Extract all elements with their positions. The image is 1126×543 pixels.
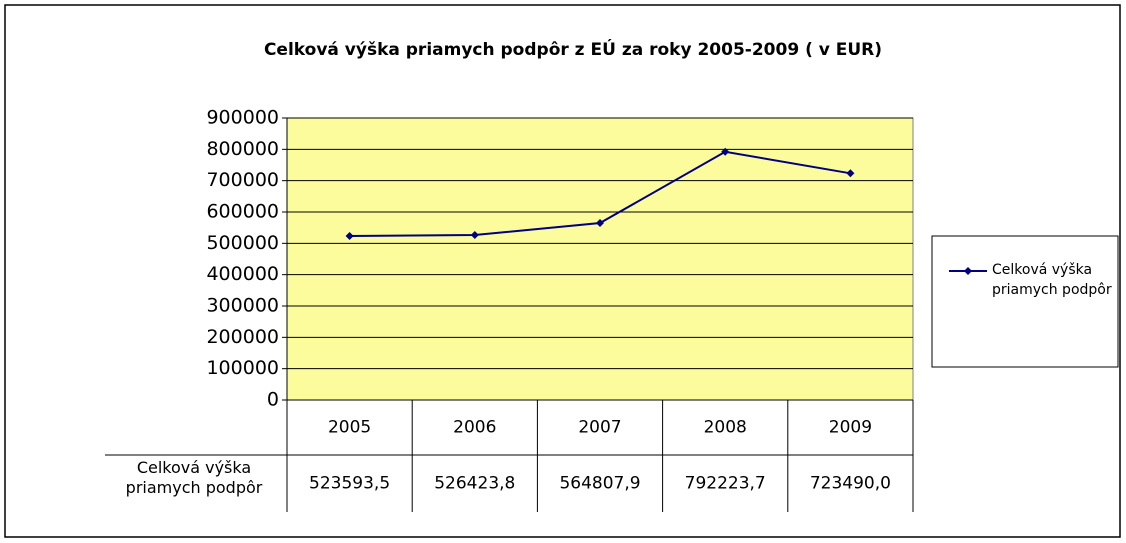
y-tick-label: 400000 — [206, 263, 279, 285]
table-row-label-box: Celková výška priamych podpôr — [125, 458, 263, 497]
data-point — [846, 169, 855, 178]
data-point — [721, 147, 730, 156]
data-label: 792223,7 — [685, 474, 766, 494]
data-point — [470, 231, 479, 240]
y-tick-label: 100000 — [206, 357, 279, 379]
data-label: 723490,0 — [810, 474, 891, 494]
y-tick-label: 0 — [267, 389, 279, 411]
legend-label: Celková výška priamych podpôr — [992, 262, 1112, 298]
y-tick-label: 500000 — [206, 232, 279, 254]
data-point — [596, 219, 604, 228]
plot-area — [286, 117, 914, 401]
chart-title: Celková výška priamych podpôr z EÚ za ro… — [264, 38, 882, 60]
legend — [931, 235, 1119, 368]
legend-marker — [964, 267, 972, 275]
legend-label-box: Celková výška priamych podpôr — [992, 262, 1112, 298]
y-tick-label: 900000 — [206, 107, 279, 129]
data-label: 564807,9 — [559, 474, 640, 494]
x-tick-label: 2008 — [704, 418, 747, 438]
y-tick-label: 700000 — [206, 169, 279, 191]
x-tick-label: 2009 — [829, 418, 872, 438]
y-tick-label: 200000 — [206, 326, 279, 348]
table-row-label: Celková výška priamych podpôr — [125, 458, 263, 497]
y-tick-label: 800000 — [206, 138, 279, 160]
data-point — [345, 231, 354, 240]
data-label: 526423,8 — [434, 474, 515, 494]
x-tick-label: 2007 — [578, 418, 621, 438]
x-tick-label: 2006 — [453, 418, 496, 438]
x-tick-label: 2005 — [328, 418, 371, 438]
data-label: 523593,5 — [309, 474, 390, 494]
y-tick-label: 600000 — [206, 201, 279, 223]
y-tick-label: 300000 — [206, 295, 279, 317]
